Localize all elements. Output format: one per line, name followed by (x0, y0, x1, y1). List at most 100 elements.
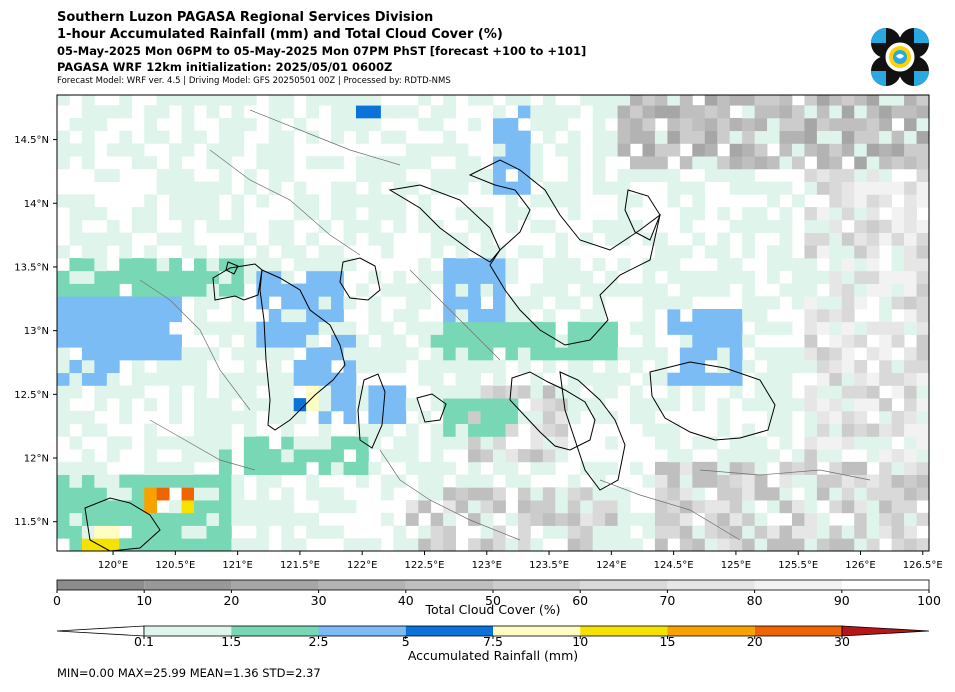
grid-cell (567, 525, 581, 539)
grid-cell (866, 245, 880, 259)
grid-cell (343, 181, 357, 195)
grid-cell (567, 334, 581, 348)
grid-cell (742, 500, 755, 514)
grid-cell (81, 296, 95, 310)
grid-cell (393, 525, 407, 539)
grid-cell (679, 334, 693, 348)
grid-cell (131, 538, 145, 551)
grid-cell (617, 105, 631, 119)
grid-cell (754, 143, 768, 157)
grid-cell (829, 436, 843, 450)
grid-cell (169, 194, 182, 208)
grid-cell (767, 398, 780, 412)
grid-cell (642, 105, 656, 119)
grid-cell (281, 321, 295, 335)
grid-cell (306, 207, 319, 221)
grid-cell (306, 334, 319, 348)
grid-cell (81, 143, 95, 157)
grid-cell (717, 95, 731, 106)
grid-cell (592, 398, 606, 412)
grid-cell (904, 436, 917, 450)
grid-cell (194, 258, 207, 272)
grid-cell (468, 372, 481, 386)
grid-cell (231, 270, 245, 284)
grid-cell (144, 308, 158, 323)
grid-cell (218, 461, 232, 475)
grid-cell (567, 474, 581, 488)
y-tick-label: 14°N (24, 199, 49, 210)
grid-cell (380, 449, 394, 463)
grid-cell (69, 474, 83, 488)
grid-cell (318, 398, 332, 412)
grid-cell (69, 410, 83, 425)
grid-cell (841, 308, 855, 323)
grid-cell (916, 461, 929, 475)
x-tick-label: 123.5°E (529, 560, 569, 571)
province-boundaries (139, 109, 871, 541)
grid-cell (57, 423, 70, 437)
grid-cell (493, 168, 506, 183)
grid-cell (443, 410, 457, 425)
grid-cell (256, 500, 270, 514)
grid-cell (156, 258, 170, 272)
grid-cell (804, 143, 818, 157)
grid-cell (916, 487, 929, 501)
grid-cell (692, 117, 706, 132)
grid-cell (505, 117, 519, 132)
grid-cell (717, 232, 731, 246)
grid-cell (567, 207, 581, 221)
grid-cell (841, 105, 855, 119)
grid-cell (555, 258, 569, 272)
grid-cell (866, 449, 880, 463)
grid-cell (493, 372, 506, 386)
grid-cell (692, 270, 706, 284)
grid-cell (630, 385, 643, 399)
grid-cell (318, 296, 332, 310)
grid-cell (692, 181, 706, 195)
grid-cell (530, 538, 544, 551)
grid-cell (829, 500, 843, 514)
grid-cell (243, 500, 257, 514)
rainfall-tick-label: 30 (834, 634, 850, 649)
grid-cell (517, 474, 531, 488)
grid-cell (779, 105, 793, 119)
grid-cell (592, 372, 606, 386)
grid-cell (368, 385, 382, 399)
grid-cell (779, 436, 793, 450)
grid-cell (169, 258, 182, 272)
grid-cell (804, 538, 818, 551)
grid-cell (281, 436, 295, 450)
grid-cell (555, 385, 569, 399)
grid-cell (181, 219, 195, 233)
grid-cell (81, 117, 95, 132)
grid-cell (829, 219, 843, 233)
grid-cell (106, 105, 120, 119)
grid-cell (530, 436, 544, 450)
grid-cell (57, 130, 70, 144)
grid-cell (879, 270, 893, 284)
grid-cell (692, 461, 706, 475)
grid-cell (455, 296, 469, 310)
grid-cell (854, 525, 868, 539)
grid-cell (144, 372, 158, 386)
grid-cell (729, 487, 743, 501)
grid-cell (754, 308, 768, 323)
grid-cell (281, 95, 295, 106)
grid-cell (131, 372, 145, 386)
grid-cell (841, 130, 855, 144)
grid-cell (69, 487, 83, 501)
grid-cell (380, 398, 394, 412)
grid-cell (430, 168, 444, 183)
grid-cell (405, 500, 419, 514)
grid-cell (742, 143, 755, 157)
grid-cell (866, 512, 880, 526)
grid-cell (742, 487, 755, 501)
grid-cell (81, 258, 95, 272)
grid-cell (368, 461, 382, 475)
grid-cell (455, 423, 469, 437)
grid-cell (418, 321, 432, 335)
grid-cell (144, 117, 158, 132)
grid-cell (754, 436, 768, 450)
grid-cell (742, 168, 755, 183)
cloud-cover-colorbar: 0 10 20 30 40 50 60 70 80 90 100 (53, 579, 941, 608)
